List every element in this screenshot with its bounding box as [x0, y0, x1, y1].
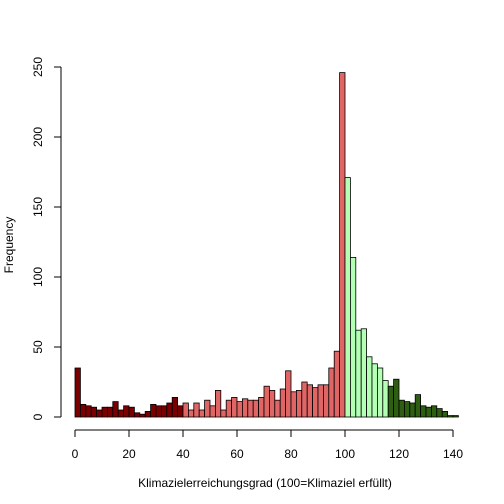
histogram-bar [123, 405, 130, 418]
x-tick-label: 100 [335, 447, 355, 461]
y-tick-label: 200 [31, 127, 45, 147]
histogram-bar [177, 405, 184, 418]
x-tick-label: 140 [443, 447, 463, 461]
histogram-bar [144, 410, 151, 418]
histogram-bar [107, 406, 114, 418]
histogram-bar [322, 384, 330, 418]
histogram-bar [225, 399, 232, 418]
histogram-bar [349, 256, 357, 418]
histogram-bar [360, 328, 368, 418]
histogram-bar [263, 385, 270, 418]
x-tick-label: 60 [230, 447, 244, 461]
histogram-bar [344, 177, 351, 418]
histogram-bar [328, 367, 335, 418]
histogram-bar [231, 396, 238, 418]
histogram-bar [155, 405, 162, 418]
x-tick-label: 40 [176, 447, 190, 461]
histogram-bar [150, 403, 157, 418]
y-tick-label: 250 [31, 57, 45, 77]
histogram-bar [220, 409, 227, 418]
histogram-bar [187, 409, 195, 418]
histogram-bar [425, 406, 432, 418]
histogram-bar [101, 406, 108, 418]
histogram-bar [317, 384, 324, 418]
histogram-bar [133, 412, 141, 418]
histogram-bar [279, 388, 287, 418]
histogram-bar [355, 329, 362, 418]
histogram-bar [274, 399, 281, 418]
histogram-bar [382, 380, 389, 418]
histogram-bar [371, 363, 378, 418]
histogram-bar [409, 402, 416, 418]
histogram-bar [366, 356, 373, 418]
histogram-bar [290, 391, 297, 418]
histogram-bar [285, 370, 292, 418]
histogram-bar [252, 399, 259, 418]
histogram-bar [414, 394, 422, 418]
bars-layer [74, 72, 459, 418]
histogram-bar [90, 406, 97, 418]
histogram-bar [295, 389, 303, 418]
histogram-bar [387, 385, 395, 418]
histogram-bar [96, 409, 103, 418]
histogram-bar [312, 387, 319, 418]
histogram-bar [117, 409, 124, 418]
histogram-bar [236, 401, 243, 418]
x-axis: 0 20 40 60 80 100 120 140 [72, 429, 463, 461]
histogram-bar [339, 72, 346, 418]
y-tick-label: 100 [31, 267, 45, 287]
histogram-bar [204, 399, 211, 418]
x-axis-label: Klimazielerreichungsgrad (100=Klimaziel … [138, 476, 392, 490]
histogram-bar [333, 350, 341, 418]
histogram-bar [85, 405, 92, 418]
histogram-bar [247, 399, 254, 418]
histogram-bar [171, 396, 178, 418]
histogram-bar [182, 402, 189, 418]
histogram-bar [193, 402, 200, 418]
histogram-bar [430, 405, 438, 418]
histogram-bar [436, 408, 443, 418]
histogram-bar [301, 381, 308, 418]
histogram-bar [452, 415, 459, 418]
histogram-bar [258, 396, 265, 418]
histogram-bar [306, 384, 314, 418]
histogram-bar [139, 413, 146, 418]
histogram-bar [441, 410, 449, 418]
histogram-bar [80, 403, 87, 418]
histogram-bar [241, 398, 249, 418]
histogram-bar [447, 415, 454, 418]
histogram-bar [420, 405, 427, 418]
x-tick-label: 120 [389, 447, 409, 461]
histogram-bar [198, 409, 205, 418]
x-tick-label: 80 [284, 447, 298, 461]
y-tick-label: 0 [31, 413, 45, 420]
histogram-bar [160, 405, 168, 418]
histogram-bar [403, 401, 411, 418]
histogram-bar [112, 401, 119, 418]
histogram-bar [74, 367, 81, 418]
histogram-bar [128, 406, 135, 418]
histogram-bar [398, 399, 405, 418]
y-axis: 0 50 100 150 200 250 [31, 57, 62, 420]
histogram-bar [393, 378, 400, 418]
x-tick-label: 0 [72, 447, 79, 461]
histogram-bar [376, 367, 384, 418]
y-tick-label: 50 [31, 340, 45, 354]
histogram-bar [209, 405, 216, 418]
histogram-bar [214, 389, 222, 418]
y-axis-label: Frequency [2, 217, 16, 274]
histogram-bar [166, 402, 173, 418]
y-tick-label: 150 [31, 197, 45, 217]
x-tick-label: 20 [122, 447, 136, 461]
histogram-bar [268, 389, 276, 418]
